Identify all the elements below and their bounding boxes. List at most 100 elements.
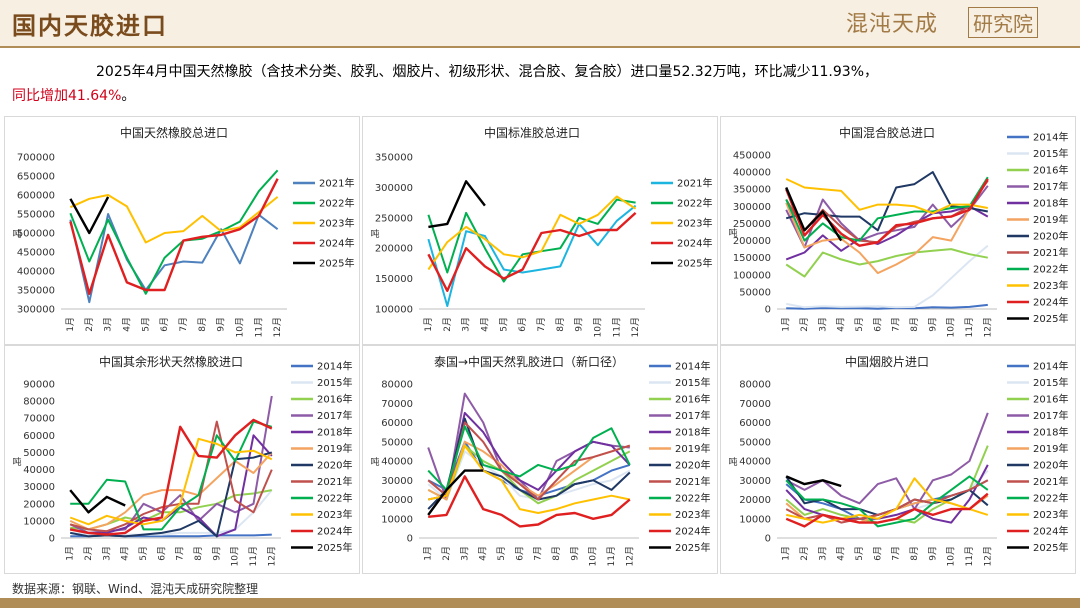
- y-tick-label: 20000: [739, 495, 771, 506]
- series-line-2024年: [427, 212, 637, 292]
- legend-label: 2024年: [1033, 296, 1068, 309]
- series-line-2016年: [785, 248, 988, 278]
- y-tick-label: 50000: [381, 437, 413, 448]
- y-tick-label: 60000: [739, 418, 771, 429]
- x-tick-label: 3月: [461, 317, 472, 332]
- series-line-2020年: [427, 417, 631, 510]
- series-line-2018年: [785, 464, 989, 524]
- series-line-2024年: [69, 178, 279, 295]
- x-tick-label: 12月: [982, 317, 993, 337]
- legend-label: 2015年: [1033, 376, 1068, 389]
- summary-end: 。: [121, 88, 136, 104]
- y-tick-label: 0: [765, 305, 771, 316]
- series-line-2023年: [69, 194, 279, 244]
- x-tick-label: 10月: [592, 317, 603, 337]
- x-tick-label: 2月: [441, 546, 452, 561]
- x-tick-label: 4月: [120, 546, 131, 561]
- summary-yoy: 同比增加41.64%: [12, 88, 122, 104]
- legend-label: 2016年: [675, 393, 710, 406]
- legend-label: 2015年: [1033, 147, 1068, 160]
- summary-line1: 2025年4月中国天然橡胶（含技术分类、胶乳、烟胶片、初级形状、混合胶、复合胶）…: [96, 64, 878, 80]
- legend-label: 2023年: [317, 508, 352, 521]
- x-tick-label: 12月: [982, 546, 993, 566]
- legend-label: 2022年: [675, 492, 710, 505]
- header-rule: [0, 46, 1080, 48]
- x-tick-label: 1月: [65, 317, 76, 332]
- brand-logo: 混沌天成: [846, 12, 939, 37]
- series-line-2024年: [785, 492, 989, 528]
- data-source: 数据来源：钢联、Wind、混沌天成研究院整理: [12, 582, 259, 596]
- series-line-2019年: [69, 451, 273, 531]
- legend-label: 2025年: [1033, 541, 1068, 554]
- x-tick-label: 8月: [909, 317, 920, 332]
- chart-title: 中国烟胶片进口: [845, 354, 929, 369]
- legend-label: 2014年: [1033, 360, 1068, 373]
- legend-label: 2015年: [317, 376, 352, 389]
- x-tick-label: 7月: [536, 317, 547, 332]
- series-line-2023年: [427, 195, 637, 271]
- series-line-2025年: [69, 489, 126, 514]
- legend-label: 2021年: [317, 475, 352, 488]
- x-tick-label: 2月: [442, 317, 453, 332]
- x-tick-label: 6月: [514, 546, 525, 561]
- legend-label: 2018年: [675, 426, 710, 439]
- y-tick-label: 40000: [23, 465, 55, 476]
- y-axis-label: 吨: [728, 227, 737, 239]
- y-tick-label: 90000: [23, 380, 55, 391]
- x-tick-label: 9月: [927, 317, 938, 332]
- y-tick-label: 10000: [381, 514, 413, 525]
- legend-label: 2023年: [1033, 279, 1068, 292]
- y-tick-label: 350000: [375, 153, 413, 164]
- series-line-2024年: [785, 178, 989, 247]
- y-tick-label: 350000: [733, 185, 771, 196]
- series-line-2023年: [785, 178, 988, 215]
- series-line-2023年: [427, 444, 631, 514]
- y-tick-label: 0: [407, 534, 413, 545]
- legend-label: 2022年: [1033, 492, 1068, 505]
- legend-label: 2017年: [317, 409, 352, 422]
- series-line-2025年: [69, 196, 110, 235]
- legend-label: 2025年: [319, 257, 354, 270]
- y-tick-label: 150000: [733, 253, 771, 264]
- y-tick-label: 400000: [733, 168, 771, 179]
- series-line-2015年: [786, 244, 989, 309]
- legend-label: 2020年: [317, 459, 352, 472]
- series-line-2014年: [786, 303, 988, 310]
- brand-logo-box: 研究院: [968, 7, 1038, 38]
- legend-label: 2023年: [677, 217, 712, 230]
- series-line-2023年: [785, 477, 989, 524]
- x-tick-label: 7月: [175, 546, 186, 561]
- y-tick-label: 10000: [739, 514, 771, 525]
- legend-label: 2018年: [1033, 426, 1068, 439]
- chart-svg: 中国其余形状天然橡胶进口 0 10000 20000 30000 40000 50000 60…: [12, 354, 352, 566]
- legend-label: 2016年: [1033, 164, 1068, 177]
- y-tick-label: 250000: [375, 213, 413, 224]
- chart-grid: 中国天然橡胶总进口 300000 350000 400000 450000 500000 5…: [4, 116, 1076, 574]
- header-band: [0, 0, 1080, 46]
- legend-label: 2014年: [675, 360, 710, 373]
- x-tick-label: 5月: [138, 546, 149, 561]
- legend-label: 2022年: [677, 197, 712, 210]
- chart-svg: 中国标准胶总进口 100000 150000 200000 250000 300000 35…: [370, 125, 712, 337]
- y-tick-label: 70000: [23, 414, 55, 425]
- y-tick-label: 80000: [739, 380, 771, 391]
- series-line-2022年: [427, 425, 631, 491]
- legend-label: 2023年: [675, 508, 710, 521]
- series-line-2022年: [785, 475, 989, 528]
- y-tick-label: 0: [765, 534, 771, 545]
- x-tick-label: 7月: [533, 546, 544, 561]
- chart-panel-natural-rubber-total: 中国天然橡胶总进口 300000 350000 400000 450000 500000 5…: [4, 116, 360, 345]
- legend-label: 2019年: [1033, 442, 1068, 455]
- y-axis-label: 吨: [12, 228, 21, 240]
- y-tick-label: 200000: [733, 236, 771, 247]
- chart-panel-standard-rubber: 中国标准胶总进口 100000 150000 200000 250000 300000 35…: [362, 116, 718, 345]
- y-tick-label: 300000: [375, 183, 413, 194]
- legend-label: 2024年: [675, 525, 710, 538]
- y-tick-label: 30000: [739, 476, 771, 487]
- legend-label: 2022年: [1033, 263, 1068, 276]
- legend-label: 2025年: [317, 541, 352, 554]
- series-line-2023年: [69, 437, 273, 526]
- y-tick-label: 70000: [739, 399, 771, 410]
- y-tick-label: 30000: [381, 476, 413, 487]
- legend-label: 2017年: [675, 409, 710, 422]
